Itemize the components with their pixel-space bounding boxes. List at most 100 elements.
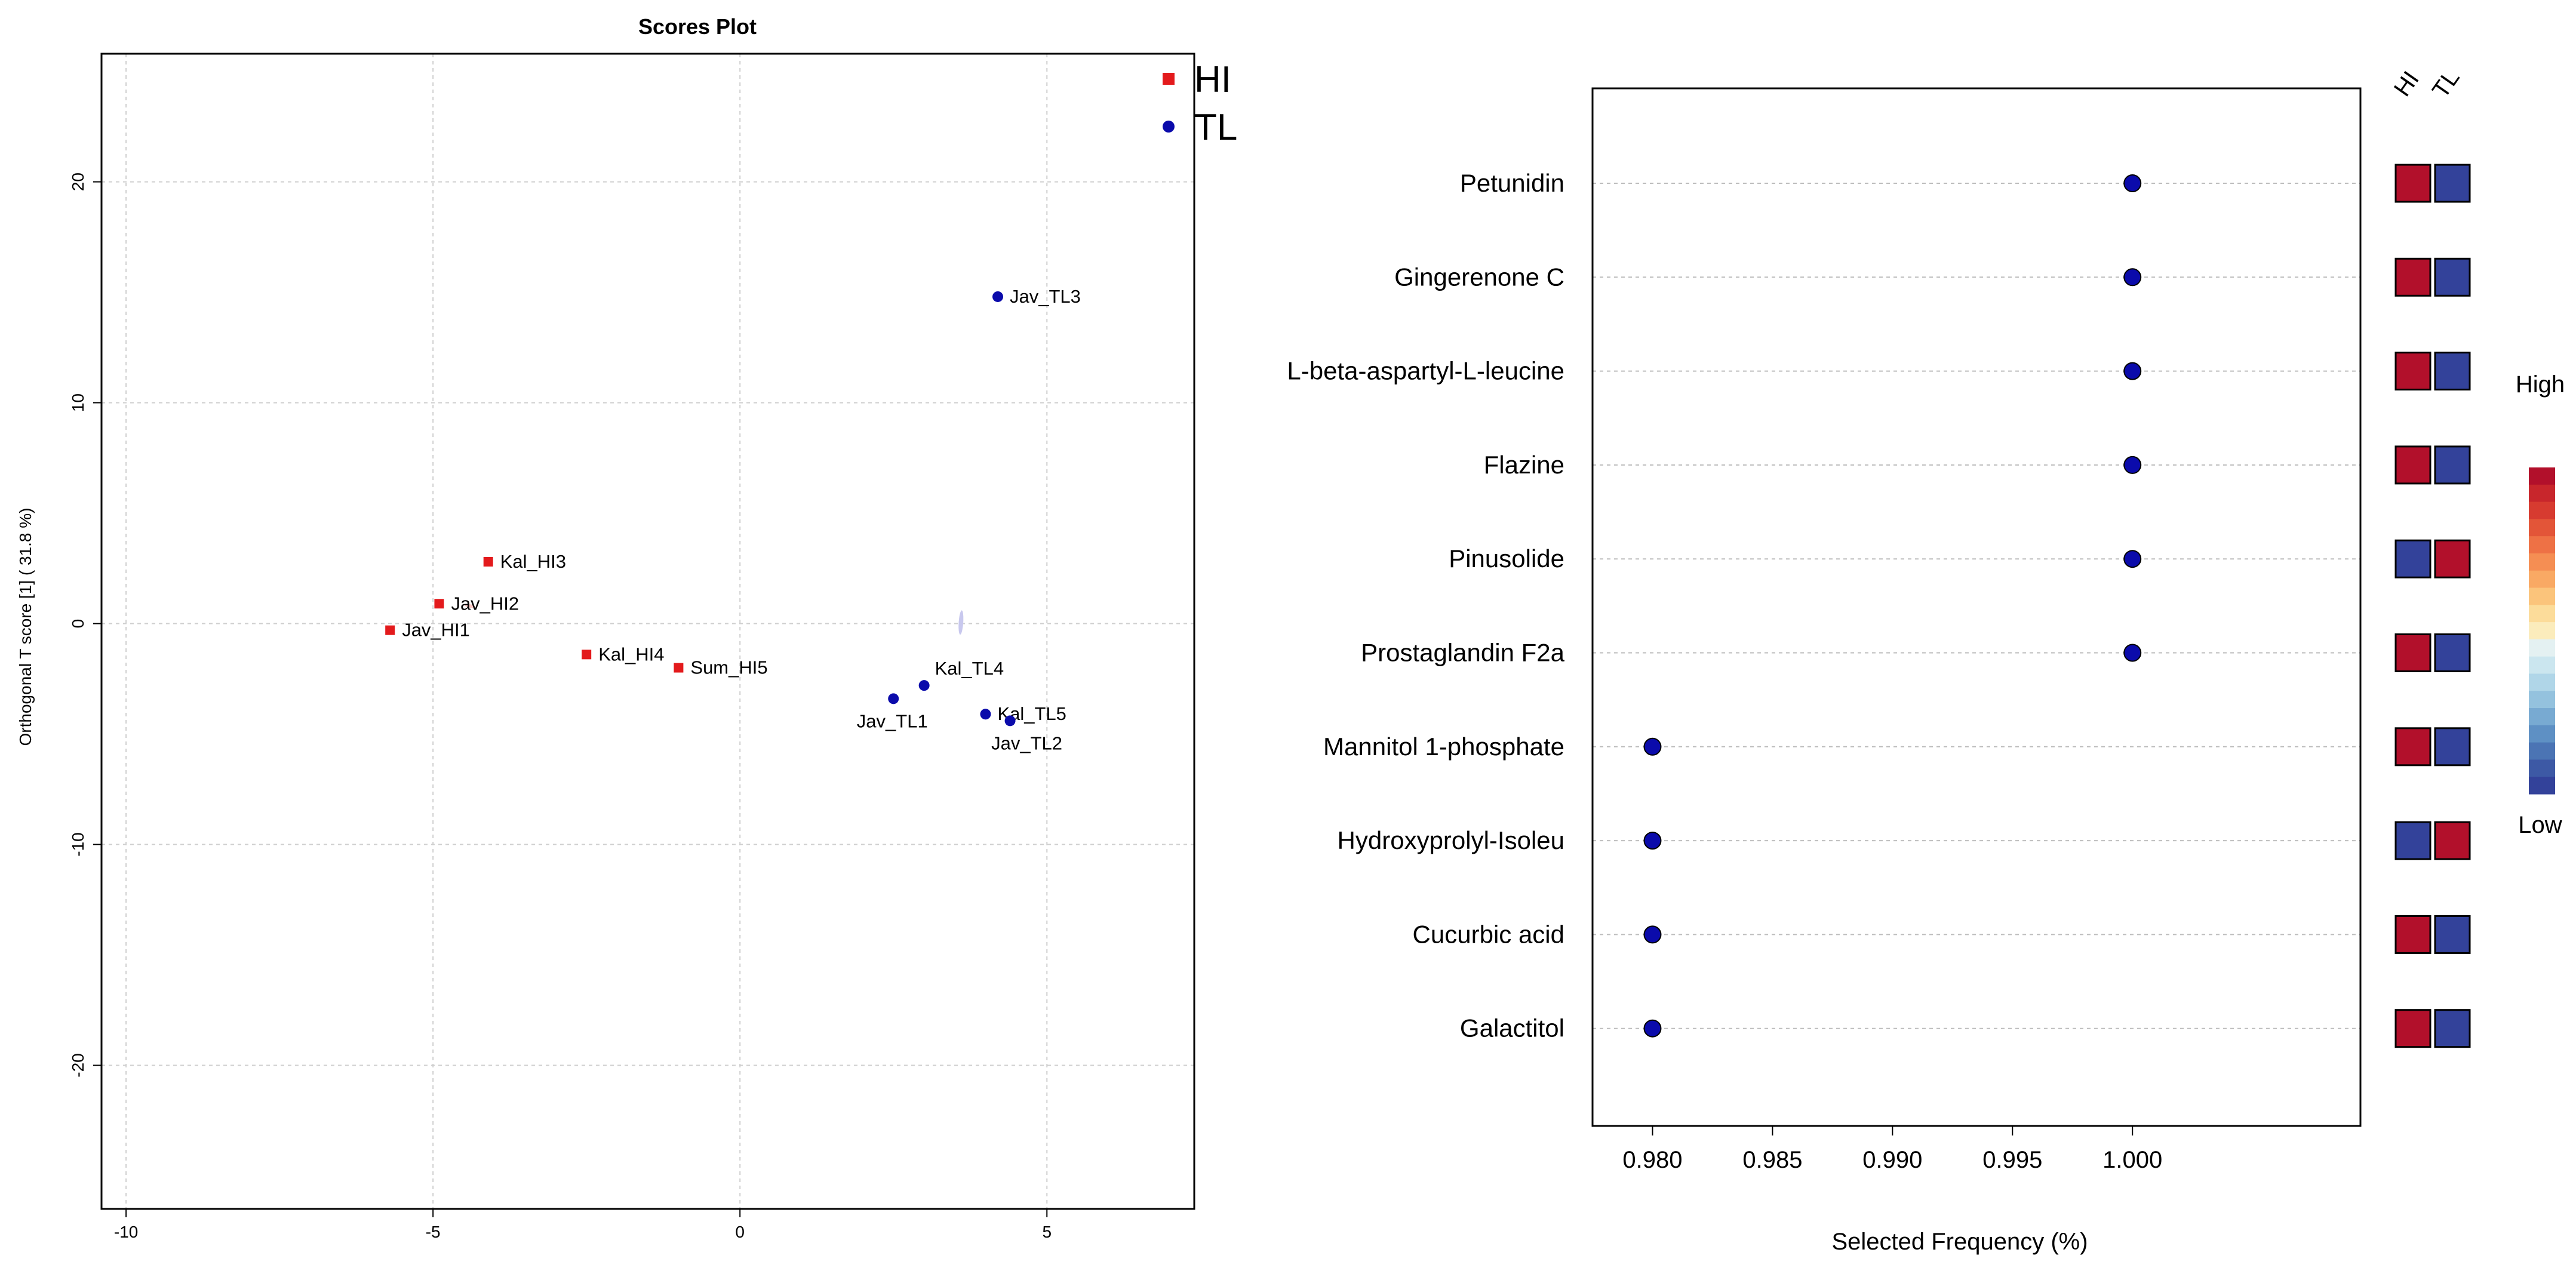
data-point-jav-hi2 bbox=[434, 599, 444, 609]
confidence-ellipse-hi bbox=[464, 604, 475, 608]
color-scale-step bbox=[2529, 570, 2555, 589]
scores-plot-y-ticks: -20 -10 0 10 20 bbox=[69, 173, 102, 1078]
heatmap-cell-hydroxyprolyl-isoleu-tl bbox=[2434, 821, 2471, 860]
legend-label-hi: HI bbox=[1194, 59, 1231, 100]
scores-plot-frame bbox=[100, 53, 1195, 1210]
x-tick-label: 5 bbox=[1042, 1223, 1052, 1241]
point-label: Jav_TL1 bbox=[857, 710, 928, 731]
y-tick-label: 20 bbox=[69, 173, 87, 191]
legend-marker-hi bbox=[1163, 73, 1175, 85]
heatmap-cell-cucurbic-acid-tl bbox=[2434, 915, 2471, 954]
scores-plot-legend: HI TL bbox=[1163, 59, 1237, 148]
frequency-point-gingerenone-c bbox=[2123, 268, 2142, 287]
heatmap-cell-flazine-hi bbox=[2394, 445, 2431, 485]
frequency-plot-x-axis-label: Selected Frequency (%) bbox=[1831, 1229, 2088, 1255]
category-label-l-beta-aspartyl-l-leucine: L-beta-aspartyl-L-leucine bbox=[1287, 357, 1564, 385]
heatmap-cell-galactitol-hi bbox=[2394, 1009, 2431, 1048]
color-scale-step bbox=[2529, 742, 2555, 761]
x-tick-label: 1.000 bbox=[2102, 1147, 2162, 1173]
scores-plot-grid bbox=[102, 54, 1194, 1209]
x-tick-label: -5 bbox=[426, 1223, 441, 1241]
x-tick-label: 0.985 bbox=[1742, 1147, 1802, 1173]
heatmap-cell-pinusolide-tl bbox=[2434, 539, 2471, 578]
scores-plot-title: Scores Plot bbox=[638, 14, 757, 39]
x-tick-label: 0.995 bbox=[1982, 1147, 2042, 1173]
color-scale-bar bbox=[2529, 467, 2555, 795]
heatmap-cell-galactitol-tl bbox=[2434, 1009, 2471, 1048]
category-label-galactitol: Galactitol bbox=[1460, 1014, 1564, 1042]
color-scale-step bbox=[2529, 656, 2555, 675]
point-label: Kal_TL4 bbox=[935, 658, 1004, 679]
color-scale-high-label: High bbox=[2516, 371, 2565, 398]
color-scale-step bbox=[2529, 519, 2555, 537]
frequency-point-flazine bbox=[2123, 456, 2142, 474]
heatmap-cell-pinusolide-hi bbox=[2394, 539, 2431, 578]
frequency-point-galactitol bbox=[1643, 1019, 1662, 1038]
heatmap-cell-flazine-tl bbox=[2434, 445, 2471, 485]
frequency-plot-x-ticks: 0.980 0.985 0.990 0.995 1.000 bbox=[1622, 1126, 2162, 1173]
x-tick-label: 0.990 bbox=[1862, 1147, 1922, 1173]
color-scale-step bbox=[2529, 777, 2555, 795]
scores-plot-ellipses bbox=[464, 604, 964, 635]
data-point-kal-hi4 bbox=[582, 650, 592, 660]
category-label-flazine: Flazine bbox=[1484, 451, 1564, 479]
color-scale-step bbox=[2529, 536, 2555, 554]
color-scale-step bbox=[2529, 605, 2555, 623]
y-tick-label: 0 bbox=[69, 619, 87, 629]
category-label-cucurbic-acid: Cucurbic acid bbox=[1413, 920, 1564, 948]
x-tick-label: 0 bbox=[735, 1223, 745, 1241]
heatmap-cell-l-beta-aspartyl-l-leucine-hi bbox=[2394, 352, 2431, 391]
data-point-sum-hi5 bbox=[674, 663, 684, 673]
data-point-jav-hi1 bbox=[385, 625, 395, 635]
heatmap-cell-l-beta-aspartyl-l-leucine-tl bbox=[2434, 352, 2471, 391]
heatmap-cell-petunidin-tl bbox=[2434, 164, 2471, 203]
heatmap-cell-gingerenone-c-hi bbox=[2394, 257, 2431, 297]
color-scale-step bbox=[2529, 691, 2555, 709]
data-point-jav-tl2 bbox=[1004, 715, 1016, 727]
color-scale-low-label: Low bbox=[2518, 812, 2562, 838]
legend-marker-tl bbox=[1163, 121, 1175, 133]
heatmap-cell-prostaglandin-f2a-hi bbox=[2394, 633, 2431, 672]
heatmap-cell-mannitol-1-phosphate-tl bbox=[2434, 727, 2471, 767]
heatmap-cell-cucurbic-acid-hi bbox=[2394, 915, 2431, 954]
group-heatmap: HI TL bbox=[2389, 65, 2471, 1048]
color-scale-step bbox=[2529, 484, 2555, 503]
point-label: Kal_HI3 bbox=[500, 551, 566, 572]
data-point-jav-tl1 bbox=[888, 693, 899, 704]
category-label-pinusolide: Pinusolide bbox=[1449, 544, 1564, 573]
heatmap-cell-petunidin-hi bbox=[2394, 164, 2431, 203]
category-label-prostaglandin-f2a: Prostaglandin F2a bbox=[1361, 639, 1565, 667]
x-tick-label: -10 bbox=[114, 1223, 138, 1241]
data-point-kal-tl5 bbox=[980, 709, 991, 720]
color-scale-step bbox=[2529, 622, 2555, 640]
heatmap-cell-hydroxyprolyl-isoleu-hi bbox=[2394, 821, 2431, 860]
category-label-petunidin: Petunidin bbox=[1460, 169, 1564, 197]
frequency-plot-points bbox=[1643, 174, 2142, 1038]
selected-frequency-plot: Petunidin Gingerenone C L-beta-aspartyl-L-… bbox=[1287, 65, 2565, 1255]
heatmap-cell-mannitol-1-phosphate-hi bbox=[2394, 727, 2431, 767]
color-scale-step bbox=[2529, 673, 2555, 691]
color-scale-step bbox=[2529, 639, 2555, 657]
data-point-kal-tl4 bbox=[918, 680, 930, 691]
frequency-point-cucurbic-acid bbox=[1643, 925, 1662, 944]
color-scale-step bbox=[2529, 708, 2555, 726]
frequency-plot-category-labels: Petunidin Gingerenone C L-beta-aspartyl-L-… bbox=[1287, 169, 1564, 1042]
category-label-hydroxyprolyl-isoleu: Hydroxyprolyl-Isoleu bbox=[1338, 826, 1564, 854]
data-point-kal-hi3 bbox=[483, 556, 493, 567]
point-label: Kal_HI4 bbox=[598, 644, 664, 664]
frequency-point-hydroxyprolyl-isoleu bbox=[1643, 832, 1662, 850]
point-label: Jav_HI2 bbox=[451, 593, 519, 614]
frequency-plot-grid bbox=[1593, 183, 2360, 1029]
heatmap-group-label-hi: HI bbox=[2389, 67, 2424, 101]
y-tick-label: 10 bbox=[69, 393, 87, 412]
color-scale-step bbox=[2529, 501, 2555, 519]
frequency-plot-frame bbox=[1591, 87, 2362, 1127]
point-label: Sum_HI5 bbox=[690, 657, 767, 678]
point-label: Jav_HI1 bbox=[402, 620, 470, 641]
color-scale-step bbox=[2529, 725, 2555, 743]
scores-plot-x-ticks: -10 -5 0 5 bbox=[114, 1209, 1052, 1241]
scores-plot: Scores Plot Orthogonal T score [1] ( 31.… bbox=[16, 14, 1237, 1241]
confidence-ellipse-tl bbox=[958, 610, 964, 635]
category-label-gingerenone-c: Gingerenone C bbox=[1394, 263, 1564, 291]
